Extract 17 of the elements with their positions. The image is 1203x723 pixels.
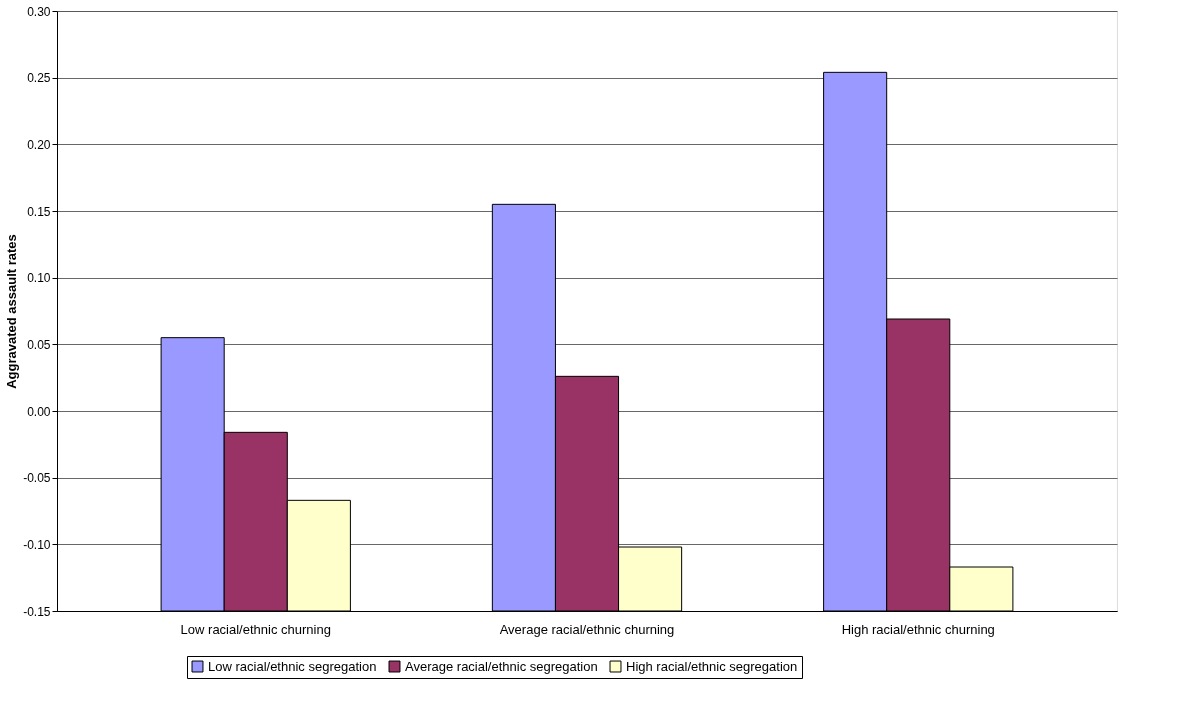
y-tick-label: 0.30 — [27, 4, 51, 19]
legend-label: Low racial/ethnic segregation — [208, 658, 377, 674]
legend-label: Average racial/ethnic segregation — [405, 658, 598, 674]
x-tick-label: Average racial/ethnic churning — [499, 621, 675, 637]
y-tick-label: 0.05 — [27, 337, 51, 352]
x-tick-label: Low racial/ethnic churning — [180, 621, 331, 637]
y-tick-label: 0.00 — [27, 404, 51, 419]
y-tick-label: -0.15 — [23, 604, 51, 619]
legend-label: High racial/ethnic segregation — [626, 658, 798, 674]
x-tick-label: High racial/ethnic churning — [841, 621, 995, 637]
y-tick-label: -0.05 — [23, 471, 51, 486]
y-axis-title: Aggravated assault rates — [4, 234, 20, 389]
y-tick-label: 0.15 — [27, 204, 51, 219]
y-tick-label: -0.10 — [23, 537, 51, 552]
y-tick-label: 0.20 — [27, 137, 51, 152]
y-tick-label: 0.10 — [27, 271, 51, 286]
y-tick-label: 0.25 — [27, 71, 51, 86]
